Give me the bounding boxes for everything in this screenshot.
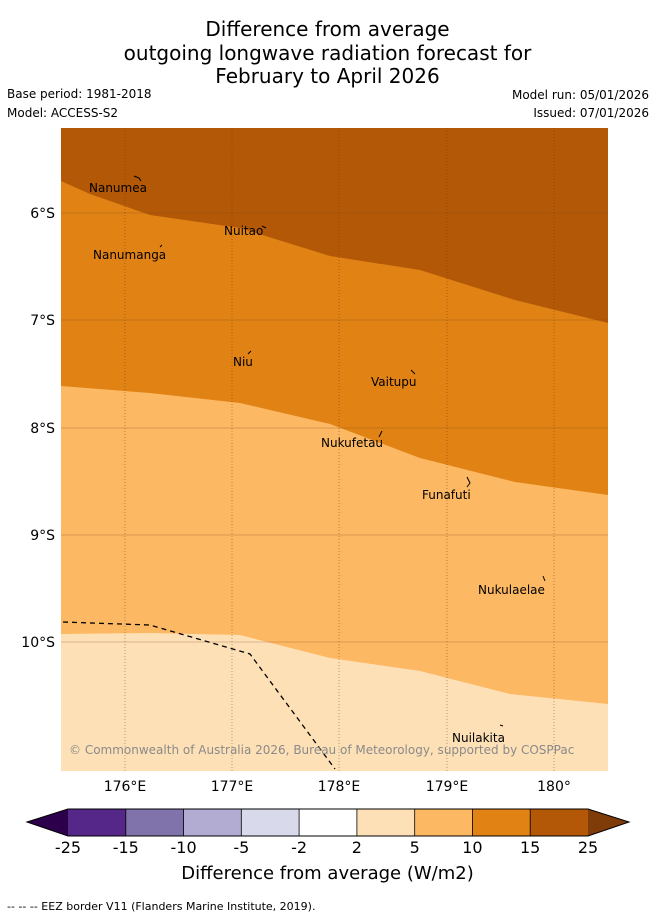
island-nanumanga xyxy=(159,244,163,248)
lon-label-178e: 178°E xyxy=(318,779,361,795)
colorbar-segment-neg15-neg10 xyxy=(125,809,184,836)
island-nanumea xyxy=(133,175,142,182)
lat-label-7s: 7°S xyxy=(30,313,55,329)
colorbar-segment-15-25 xyxy=(530,809,588,836)
label-niu: Niu xyxy=(233,355,253,369)
colorbar-title: Difference from average (W/m2) xyxy=(181,863,474,884)
colorbar-segment-neg5-neg2 xyxy=(241,809,300,836)
colorbar-tick-neg2: -2 xyxy=(291,838,308,857)
map-area: Nanumea Nuitao Nanumanga Niu Vaitupu Nuk… xyxy=(61,128,608,771)
label-nukufetau: Nukufetau xyxy=(321,436,383,450)
lat-label-6s: 6°S xyxy=(30,206,55,222)
colorbar-outline xyxy=(25,808,631,837)
island-niu xyxy=(247,350,252,355)
model-name: Model: ACCESS-S2 xyxy=(7,106,119,120)
island-nukufetau xyxy=(378,430,383,438)
colorbar-tick-2: 2 xyxy=(351,838,362,857)
lon-label-177e: 177°E xyxy=(211,779,254,795)
map-copyright: © Commonwealth of Australia 2026, Bureau… xyxy=(69,743,574,757)
label-nanumea: Nanumea xyxy=(89,181,147,195)
colorbar-tick-neg25: -25 xyxy=(54,838,82,857)
island-funafuti xyxy=(466,476,471,488)
label-nuitao: Nuitao xyxy=(224,224,263,238)
colorbar-tick-25: 25 xyxy=(577,838,599,857)
lon-label-180: 180° xyxy=(537,779,571,795)
base-period: Base period: 1981-2018 xyxy=(7,87,152,101)
lat-label-10s: 10°S xyxy=(21,635,55,651)
island-nuitao xyxy=(261,225,267,229)
lon-label-176e: 176°E xyxy=(104,779,147,795)
lat-label-8s: 8°S xyxy=(30,421,55,437)
colorbar-segment-2-5 xyxy=(356,809,415,836)
island-vaitupu xyxy=(410,369,416,375)
eez-legend: -- -- -- EEZ border V11 (Flanders Marine… xyxy=(7,900,316,913)
island-nuilakita xyxy=(499,724,504,727)
colorbar-tick-neg5: -5 xyxy=(233,838,250,857)
colorbar-segment-10-15 xyxy=(472,809,531,836)
band-15-25 xyxy=(61,128,608,323)
colorbar-tick-5: 5 xyxy=(409,838,420,857)
colorbar-over-arrow xyxy=(588,809,629,836)
islands xyxy=(133,175,546,727)
lat-gridlines xyxy=(61,212,608,643)
colorbar-segment-neg10-neg5 xyxy=(183,809,242,836)
colorbar-tick-15: 15 xyxy=(520,838,541,857)
title-line-3: February to April 2026 xyxy=(215,64,440,88)
lon-gridlines xyxy=(124,128,555,771)
label-vaitupu: Vaitupu xyxy=(371,375,417,389)
lat-label-9s: 9°S xyxy=(30,528,55,544)
colorbar-segment-neg2-2 xyxy=(299,809,357,836)
colorbar-under-arrow xyxy=(27,809,68,836)
label-nuilakita: Nuilakita xyxy=(452,731,505,745)
colorbar-segment-neg25-neg15 xyxy=(68,809,126,836)
colorbar-segment-5-10 xyxy=(414,809,473,836)
title-line-2: outgoing longwave radiation forecast for xyxy=(123,41,532,65)
issued-date: Issued: 07/01/2026 xyxy=(533,106,649,120)
colorbar xyxy=(25,808,631,837)
label-funafuti: Funafuti xyxy=(422,488,471,502)
eez-border xyxy=(62,621,336,770)
colorbar-tick-neg10: -10 xyxy=(170,838,197,857)
colorbar-tick-neg15: -15 xyxy=(112,838,139,857)
label-nanumanga: Nanumanga xyxy=(93,248,166,262)
label-nukulaelae: Nukulaelae xyxy=(478,583,545,597)
title-line-1: Difference from average xyxy=(205,17,450,41)
model-run: Model run: 05/01/2026 xyxy=(511,88,649,102)
lon-label-179e: 179°E xyxy=(426,779,469,795)
colorbar-tick-10: 10 xyxy=(462,838,483,857)
island-nukulaelae xyxy=(542,575,546,582)
